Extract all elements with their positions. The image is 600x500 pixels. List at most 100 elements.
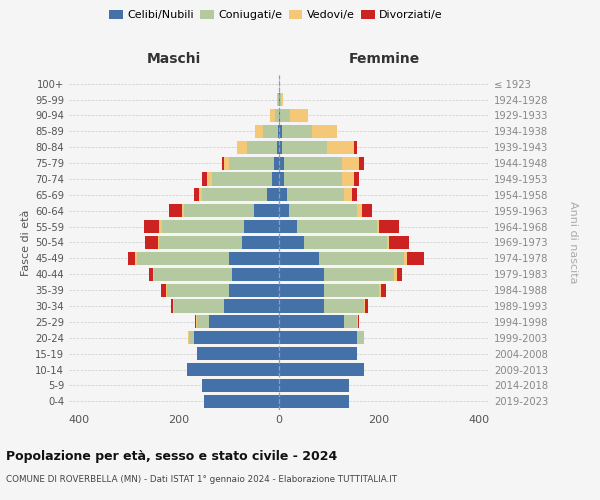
- Bar: [326, 140, 354, 153]
- Bar: [279, 395, 349, 408]
- Bar: [356, 204, 361, 218]
- Bar: [356, 332, 364, 344]
- Bar: [279, 172, 284, 186]
- Bar: [296, 220, 377, 233]
- Bar: [344, 316, 356, 328]
- Bar: [279, 284, 324, 296]
- Y-axis label: Fasce di età: Fasce di età: [21, 210, 31, 276]
- Bar: [202, 379, 279, 392]
- Bar: [271, 172, 279, 186]
- Bar: [209, 316, 279, 328]
- Bar: [287, 188, 344, 202]
- Bar: [169, 204, 182, 218]
- Bar: [263, 125, 277, 138]
- Bar: [279, 347, 356, 360]
- Bar: [279, 140, 281, 153]
- Bar: [274, 156, 279, 170]
- Bar: [196, 316, 197, 328]
- Bar: [159, 220, 161, 233]
- Bar: [154, 268, 232, 281]
- Text: COMUNE DI ROVERBELLA (MN) - Dati ISTAT 1° gennaio 2024 - Elaborazione TUTTITALIA: COMUNE DI ROVERBELLA (MN) - Dati ISTAT 1…: [6, 475, 397, 484]
- Bar: [279, 77, 280, 90]
- Bar: [137, 252, 229, 265]
- Bar: [254, 204, 279, 218]
- Bar: [397, 268, 401, 281]
- Bar: [224, 300, 279, 312]
- Bar: [279, 156, 284, 170]
- Bar: [170, 300, 173, 312]
- Bar: [279, 268, 324, 281]
- Bar: [229, 284, 279, 296]
- Bar: [311, 125, 337, 138]
- Bar: [341, 156, 359, 170]
- Bar: [361, 204, 371, 218]
- Bar: [128, 252, 135, 265]
- Bar: [304, 236, 386, 249]
- Bar: [197, 347, 279, 360]
- Bar: [255, 125, 263, 138]
- Y-axis label: Anni di nascita: Anni di nascita: [568, 201, 578, 284]
- Bar: [277, 125, 279, 138]
- Bar: [206, 172, 212, 186]
- Bar: [279, 204, 289, 218]
- Bar: [352, 188, 356, 202]
- Bar: [407, 252, 424, 265]
- Bar: [386, 236, 389, 249]
- Bar: [174, 300, 224, 312]
- Bar: [197, 316, 209, 328]
- Bar: [167, 284, 229, 296]
- Bar: [269, 109, 275, 122]
- Bar: [161, 284, 166, 296]
- Bar: [324, 268, 394, 281]
- Bar: [289, 204, 356, 218]
- Bar: [389, 236, 409, 249]
- Bar: [279, 188, 287, 202]
- Bar: [281, 93, 283, 106]
- Bar: [354, 172, 359, 186]
- Bar: [365, 300, 367, 312]
- Bar: [319, 252, 404, 265]
- Bar: [247, 140, 277, 153]
- Bar: [279, 125, 281, 138]
- Bar: [204, 395, 279, 408]
- Bar: [229, 252, 279, 265]
- Bar: [266, 188, 279, 202]
- Bar: [149, 268, 153, 281]
- Bar: [244, 220, 279, 233]
- Bar: [279, 316, 344, 328]
- Bar: [344, 188, 352, 202]
- Bar: [153, 268, 154, 281]
- Bar: [184, 204, 254, 218]
- Bar: [279, 252, 319, 265]
- Bar: [280, 109, 290, 122]
- Bar: [279, 379, 349, 392]
- Bar: [359, 156, 364, 170]
- Bar: [277, 93, 278, 106]
- Bar: [135, 252, 137, 265]
- Bar: [182, 204, 184, 218]
- Bar: [284, 156, 341, 170]
- Bar: [188, 332, 189, 344]
- Bar: [202, 172, 206, 186]
- Bar: [212, 172, 271, 186]
- Bar: [277, 140, 279, 153]
- Bar: [380, 284, 386, 296]
- Text: Popolazione per età, sesso e stato civile - 2024: Popolazione per età, sesso e stato civil…: [6, 450, 337, 463]
- Bar: [279, 300, 324, 312]
- Bar: [202, 188, 266, 202]
- Bar: [354, 140, 356, 153]
- Bar: [199, 188, 202, 202]
- Bar: [221, 156, 224, 170]
- Bar: [144, 220, 159, 233]
- Bar: [194, 316, 196, 328]
- Bar: [279, 109, 280, 122]
- Bar: [377, 220, 379, 233]
- Bar: [324, 284, 379, 296]
- Bar: [280, 93, 281, 106]
- Bar: [358, 316, 359, 328]
- Bar: [224, 156, 229, 170]
- Bar: [281, 140, 326, 153]
- Bar: [394, 268, 397, 281]
- Bar: [241, 236, 279, 249]
- Bar: [284, 172, 341, 186]
